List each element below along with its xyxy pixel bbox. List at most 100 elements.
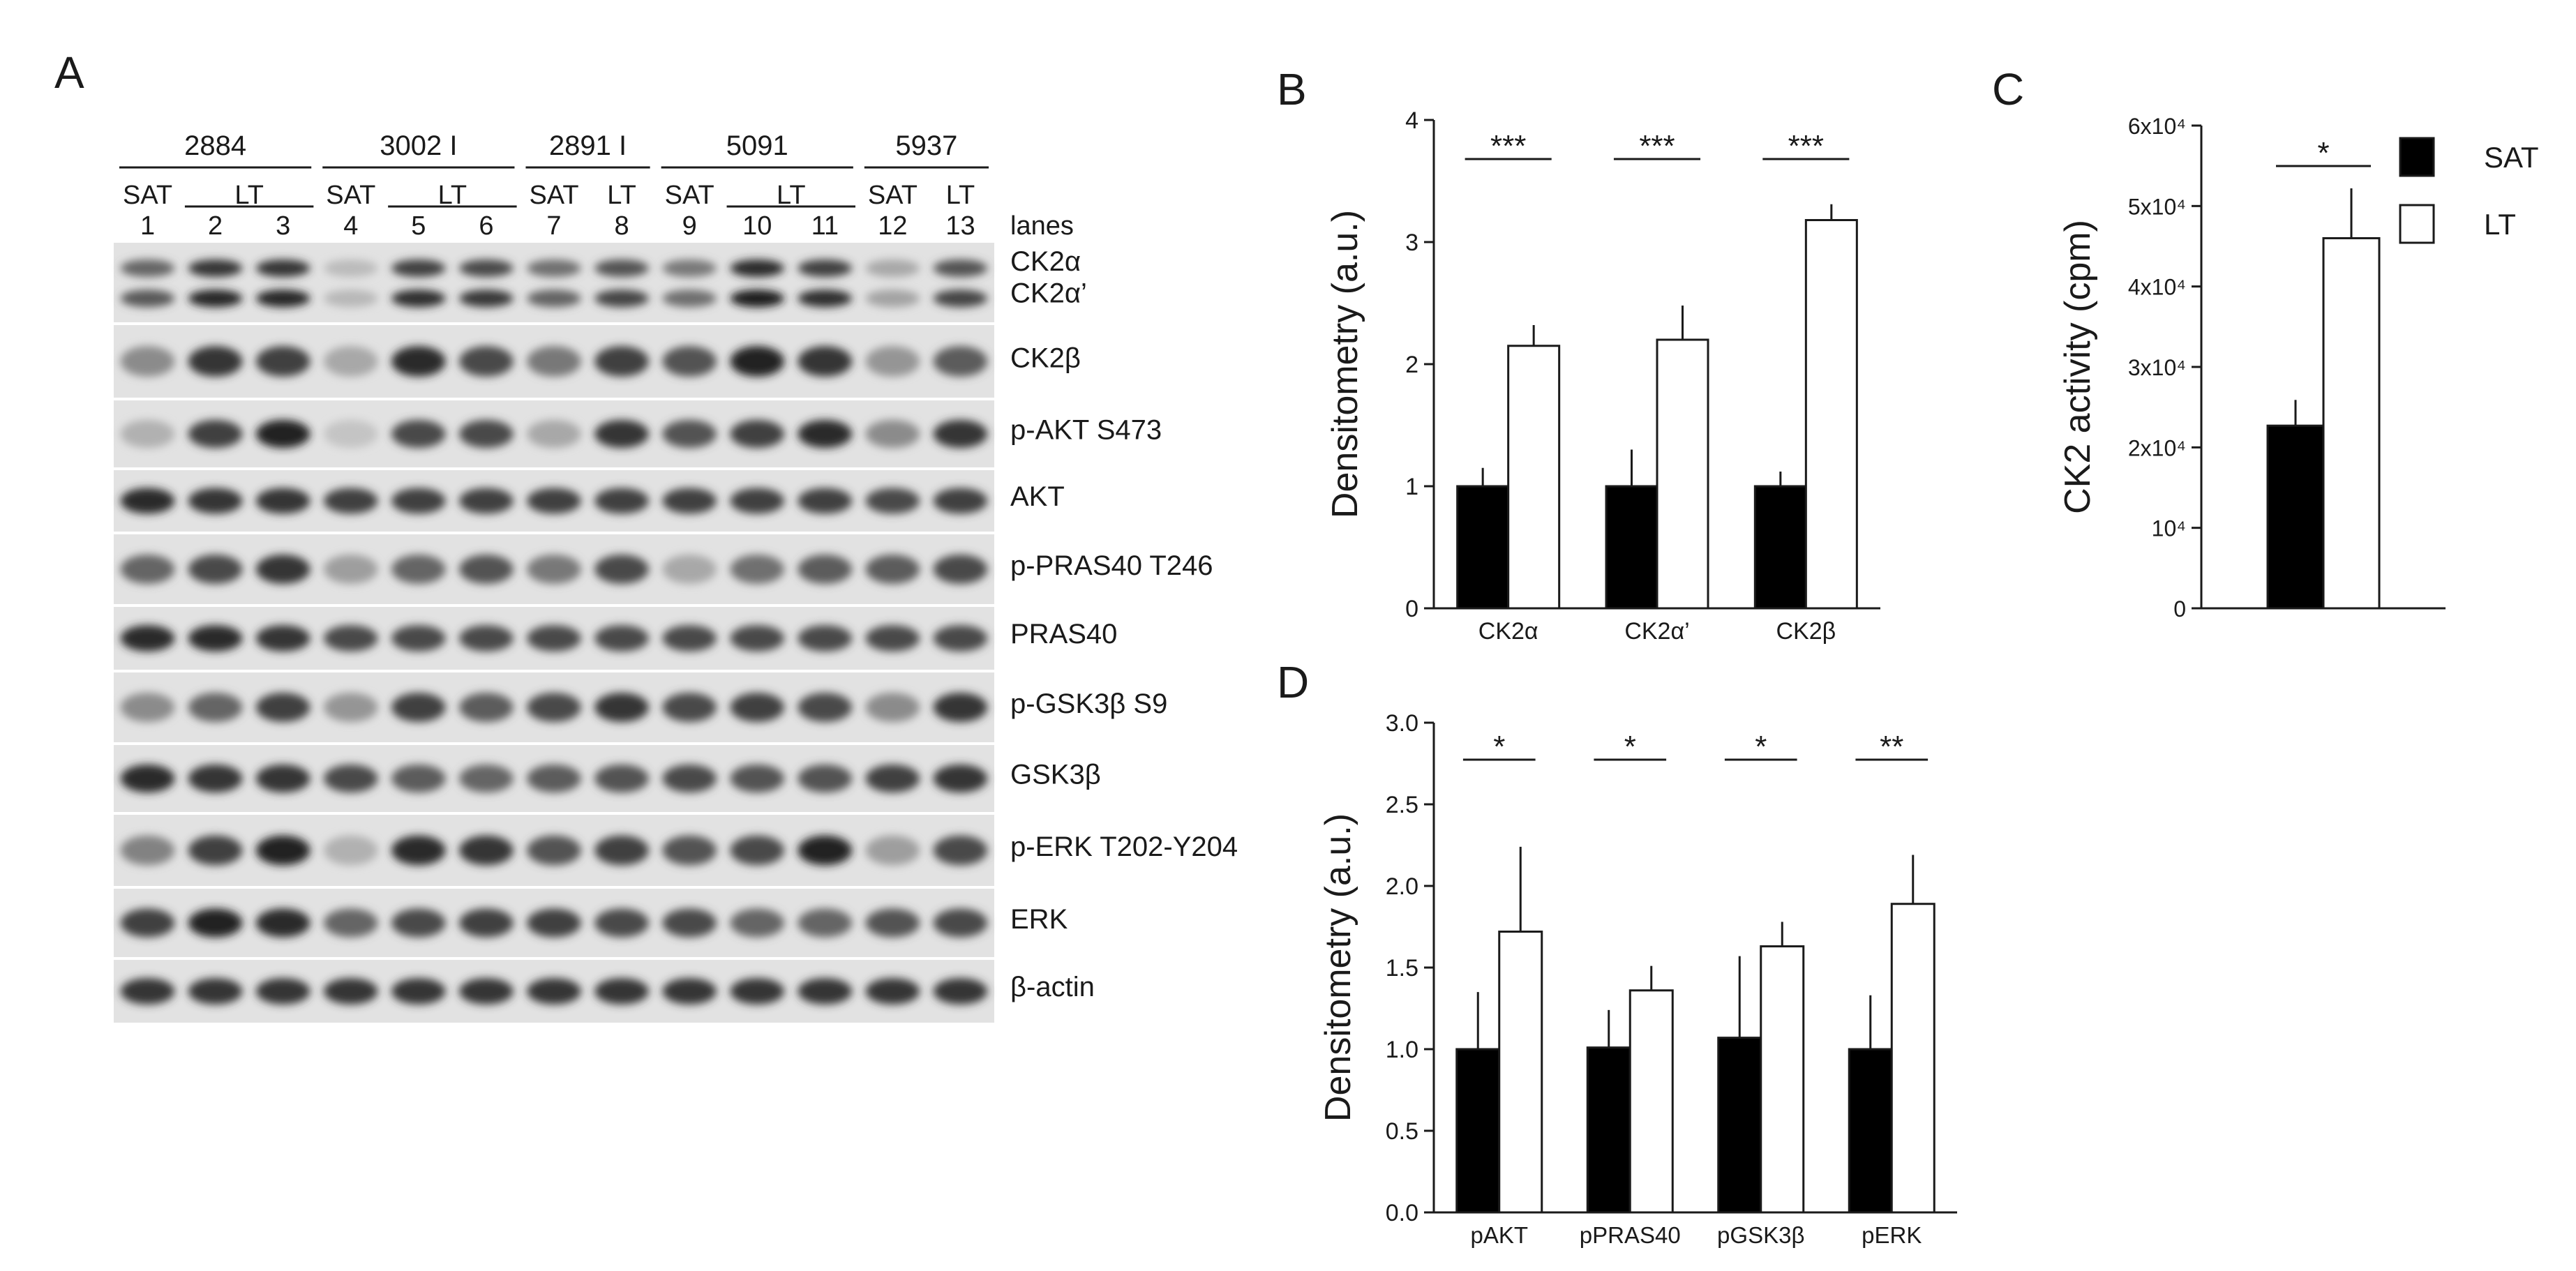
blot-protein-label: PRAS40	[1010, 619, 1117, 649]
blot-band	[797, 625, 853, 652]
blot-band	[255, 764, 310, 793]
blot-band	[323, 419, 378, 449]
blot-band	[527, 835, 581, 866]
lt-bar	[1804, 219, 1858, 610]
y-axis-label: Densitometry (a.u.)	[1325, 210, 1365, 518]
significance-stars: *	[2317, 136, 2329, 170]
lanes-label: lanes	[1010, 211, 1074, 241]
blot-band	[662, 289, 717, 308]
blot-band	[730, 978, 785, 1005]
blot-band	[730, 488, 785, 514]
blot-band	[188, 488, 243, 514]
blot-protein-label: AKT	[1010, 481, 1065, 512]
blot-band	[865, 625, 920, 652]
bar-chart-d: 0.0 0.5 1.0 1.5 2.0 2.5 3.0 Densitometry (a.u.)…	[1318, 710, 1957, 1248]
lt-bar	[2322, 236, 2381, 610]
lane-number: 12	[878, 211, 907, 241]
blot-band	[120, 764, 175, 793]
blot-band	[594, 419, 649, 449]
blot-protein-label: GSK3β	[1010, 760, 1101, 790]
blot-protein-label: ERK	[1010, 904, 1068, 935]
y-tick-label: 0	[2173, 596, 2186, 622]
blot-band	[255, 346, 310, 377]
blot-band	[323, 908, 378, 938]
significance-stars: ***	[1788, 129, 1824, 163]
blot-protein-label: p-ERK T202-Y204	[1010, 832, 1238, 862]
blot-band	[865, 693, 920, 722]
blot-protein-label: CK2α’	[1010, 278, 1087, 309]
panel-a-letter: A	[54, 47, 84, 98]
blot-band	[255, 419, 310, 449]
y-tick-label: 4x10⁴	[2128, 275, 2186, 300]
legend-swatch-sat	[2399, 137, 2435, 177]
blot-band	[391, 625, 446, 652]
blot-band	[933, 625, 988, 652]
lane-type-label: LT	[234, 181, 264, 210]
x-category-label: CK2β	[1776, 618, 1836, 645]
blot-band	[459, 693, 514, 722]
blot-band	[797, 908, 853, 938]
blot-band	[730, 419, 785, 449]
blot-band	[527, 555, 581, 584]
blot-band	[391, 488, 446, 514]
blot-band	[120, 346, 175, 377]
blot-band	[662, 835, 717, 866]
y-axis-label: Densitometry (a.u.)	[1318, 813, 1358, 1122]
blot-band	[730, 259, 785, 278]
y-tick-label: 3	[1405, 230, 1418, 256]
lt-bar	[1656, 338, 1709, 610]
blot-band	[594, 488, 649, 514]
blot-band	[188, 693, 243, 722]
blot-band	[255, 908, 310, 938]
bar-chart-c: 0 10⁴ 2x10⁴ 3x10⁴ 4x10⁴ 5x10⁴ 6x10⁴ CK2 activit…	[2058, 114, 2446, 622]
blot-band	[323, 259, 378, 278]
y-tick-label: 4	[1405, 107, 1418, 134]
blot-band	[527, 259, 581, 278]
sat-bar	[1605, 485, 1658, 610]
blot-band	[323, 488, 378, 514]
blot-band	[120, 289, 175, 308]
blot-band	[662, 625, 717, 652]
blot-protein-label: β-actin	[1010, 972, 1095, 1002]
blot-band	[188, 764, 243, 793]
blot-band	[594, 835, 649, 866]
y-tick-label: 3.0	[1386, 710, 1418, 737]
y-tick-label: 3x10⁴	[2128, 355, 2186, 380]
blot-band	[188, 908, 243, 938]
blot-band	[527, 289, 581, 308]
lane-type-label: SAT	[665, 181, 714, 210]
blot-band	[323, 835, 378, 866]
lane-type-label: LT	[946, 181, 975, 210]
lane-number: 7	[546, 211, 561, 241]
lane-number: 11	[811, 211, 839, 241]
bar-chart-b: 0 1 2 3 4 Densitometry (a.u.) *** CK2α *** CK2α’ *…	[1325, 107, 1880, 645]
sat-bar	[2266, 424, 2325, 610]
sat-bar	[1848, 1048, 1893, 1214]
blot-band	[797, 693, 853, 722]
y-tick-label: 5x10⁴	[2128, 194, 2186, 219]
blot-band	[188, 555, 243, 584]
blot-band	[527, 419, 581, 449]
blot-strip	[114, 243, 994, 322]
blot-band	[527, 625, 581, 652]
blot-band	[933, 764, 988, 793]
blot-band	[391, 835, 446, 866]
lane-type-label: SAT	[326, 181, 375, 210]
blot-band	[933, 259, 988, 278]
y-tick-label: 1.0	[1386, 1037, 1418, 1063]
significance-stars: ***	[1639, 129, 1675, 163]
blot-protein-label: p-PRAS40 T246	[1010, 550, 1213, 581]
blot-band	[933, 835, 988, 866]
blot-band	[594, 346, 649, 377]
patient-id-label: 5937	[895, 130, 957, 161]
blot-band	[730, 835, 785, 866]
x-category-label: CK2α	[1478, 618, 1538, 645]
panel-b-letter: B	[1277, 64, 1307, 114]
blot-band	[662, 764, 717, 793]
blot-band	[527, 488, 581, 514]
legend-swatch-lt	[2399, 204, 2435, 244]
blot-band	[120, 625, 175, 652]
blot-band	[933, 419, 988, 449]
blot-band	[323, 764, 378, 793]
blot-band	[459, 555, 514, 584]
